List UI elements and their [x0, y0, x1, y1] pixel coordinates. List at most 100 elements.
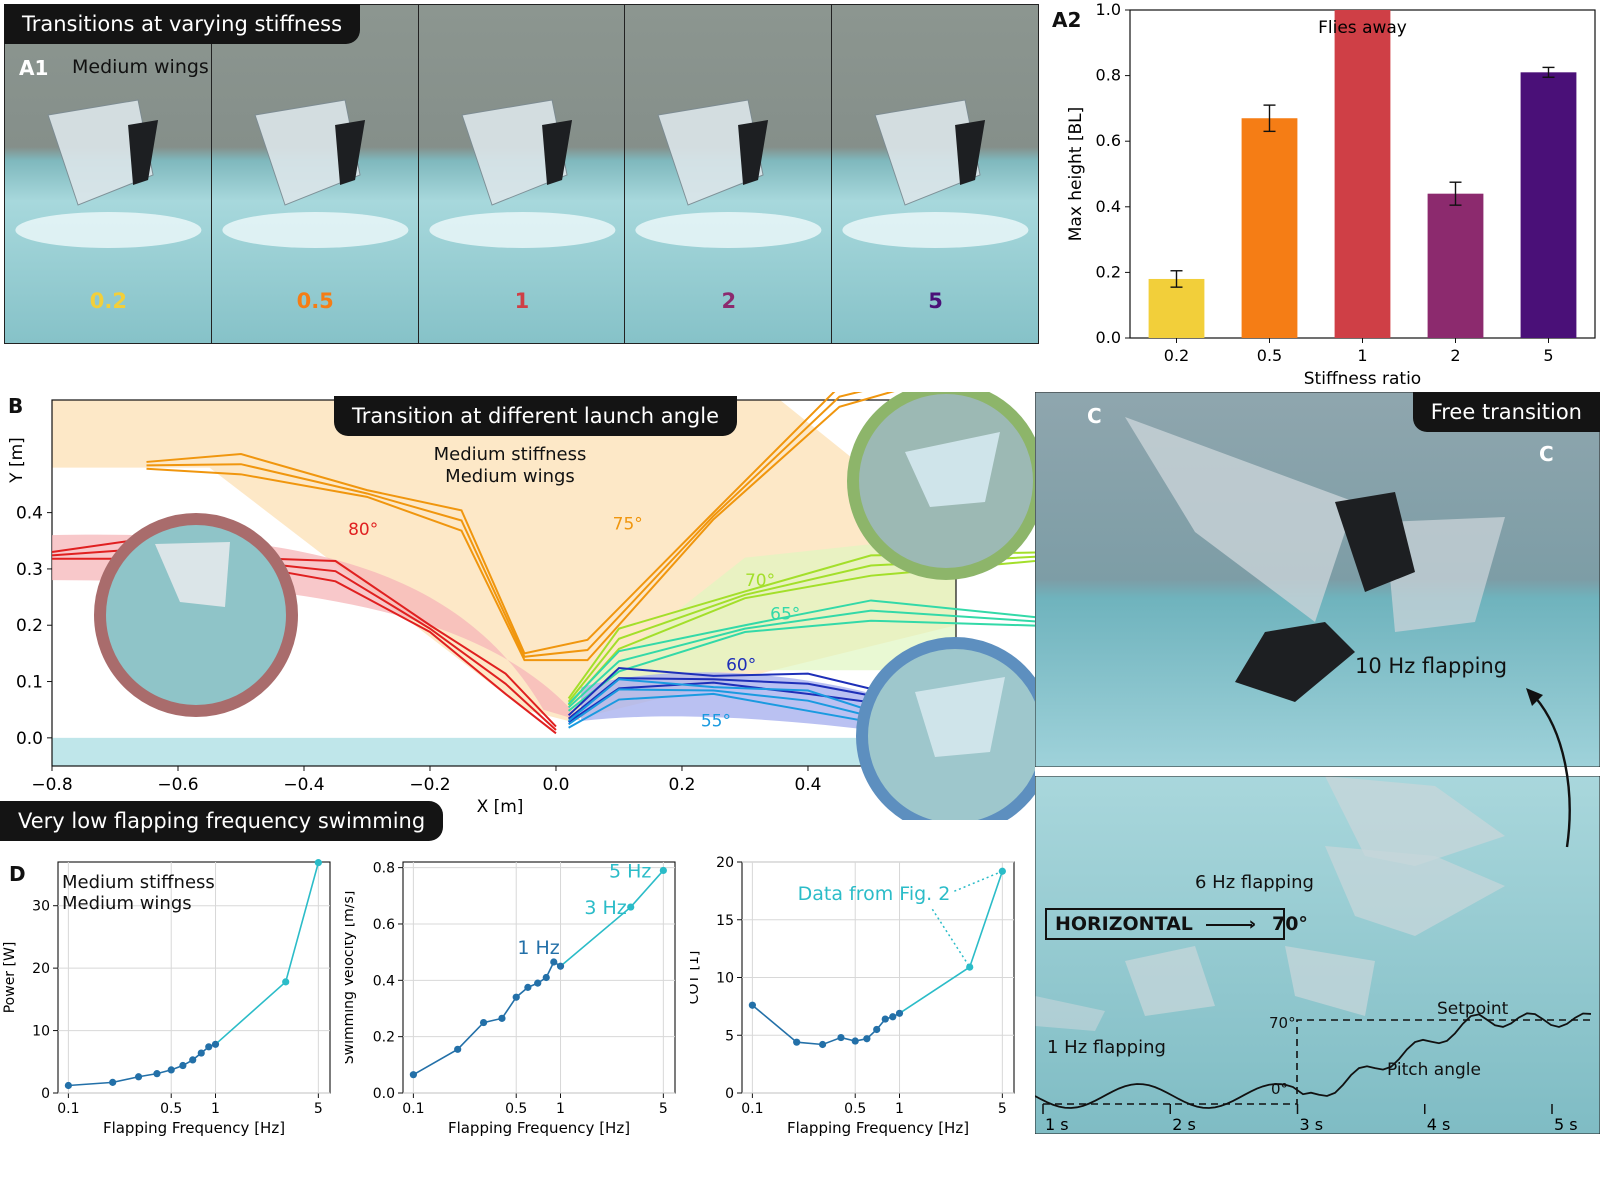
mode-to: 70° — [1271, 913, 1308, 935]
velocity-label-3hz: 3 Hz — [584, 897, 626, 919]
data-point — [889, 1013, 897, 1021]
x-tick-label: 1 — [1357, 346, 1367, 365]
series-label: 60° — [726, 655, 756, 675]
pitch-angle-line — [1035, 1012, 1592, 1109]
robot-body — [738, 120, 769, 185]
data-point — [793, 1038, 801, 1046]
panel-d-letter: D — [9, 862, 26, 886]
pitch-trace: 1 s 2 s 3 s 4 s 5 s — [1035, 688, 1595, 1134]
label-6hz-flapping: 6 Hz flapping — [1195, 872, 1314, 893]
panel-a2: A2 0.0 0.2 0.4 0.6 0.8 1.0 0.2 0.5 1 2 5 Stiffness … — [1045, 0, 1600, 392]
inset-wing — [905, 432, 1000, 507]
pitch-angle-label: Pitch angle — [1387, 1060, 1481, 1080]
trajectory-line — [568, 688, 903, 726]
panel-d-banner: Very low flapping frequency swimming — [0, 801, 444, 841]
deg70-label: 70° — [1269, 1014, 1296, 1032]
x-tick-label: −0.4 — [283, 775, 324, 795]
inset-wing — [915, 677, 1005, 757]
wing — [47, 99, 154, 206]
transition-arrow — [1534, 696, 1571, 848]
mode-from: HORIZONTAL — [1055, 913, 1193, 935]
data-point — [64, 1081, 72, 1090]
x-tick-label: 1 — [211, 1101, 220, 1117]
data-point — [534, 979, 542, 987]
series-label: 80° — [348, 520, 378, 540]
y-axis-label: COT [1] — [690, 951, 702, 1005]
panel-c-letter: C — [1087, 404, 1102, 428]
setpoint-line — [1043, 1019, 1595, 1105]
x-tick-label: −0.8 — [31, 775, 72, 795]
y-tick-label: 0.4 — [1096, 197, 1121, 216]
trajectory-line — [146, 392, 863, 658]
panel-a1-wings-label: Medium wings — [72, 56, 209, 78]
label-10hz-flapping: 10 Hz flapping — [1355, 654, 1508, 678]
x-tick-label: 5 — [659, 1101, 668, 1117]
data-point — [556, 962, 565, 970]
y-tick-label: 10 — [716, 971, 734, 987]
bar-annotation: Flies away — [1318, 18, 1407, 38]
y-tick-label: 0 — [41, 1086, 50, 1102]
x-axis-label: Flapping Frequency [Hz] — [787, 1119, 969, 1137]
setpoint-label: Setpoint — [1437, 999, 1509, 1019]
panel-d: Very low flapping frequency swimming D 0… — [0, 800, 1035, 1173]
cot-annotation: Data from Fig. 2 — [798, 883, 951, 905]
y-tick-label: 0.4 — [373, 973, 395, 989]
panel-c-banner: Free transition — [1412, 392, 1600, 432]
data-point — [542, 973, 550, 982]
x-tick-label: 0.4 — [794, 775, 821, 795]
data-point — [282, 978, 290, 986]
y-tick-label: 0.1 — [16, 673, 43, 693]
y-tick-label: 0.8 — [1096, 66, 1121, 85]
time-tick-label: 5 s — [1554, 1115, 1578, 1134]
y-tick-label: 0 — [725, 1086, 734, 1102]
x-tick-label: 5 — [1543, 346, 1553, 365]
plot-frame — [57, 861, 331, 1094]
y-tick-label: 15 — [716, 913, 734, 929]
panel-a2-letter: A2 — [1052, 8, 1082, 32]
panel-d-note-line2: Medium wings — [62, 893, 192, 914]
panel-d-note: Medium stiffness Medium wings — [62, 872, 215, 914]
velocity-label-1hz: 1 Hz — [517, 937, 559, 959]
wing — [254, 99, 361, 206]
y-tick-label: 20 — [32, 961, 50, 977]
x-axis-label: Flapping Frequency [Hz] — [448, 1119, 630, 1137]
time-tick-label: 3 s — [1300, 1115, 1324, 1134]
robot-body — [955, 120, 986, 185]
bar — [1334, 10, 1391, 338]
x-tick-label: 0.5 — [160, 1101, 182, 1117]
trajectory-line — [568, 681, 935, 723]
x-tick-label: 0.2 — [1164, 346, 1189, 365]
y-tick-label: 0.0 — [373, 1086, 395, 1102]
bar — [1148, 278, 1205, 338]
wing — [460, 99, 568, 206]
data-point — [851, 1037, 859, 1045]
y-tick-label: 0.0 — [16, 729, 43, 749]
data-point — [454, 1045, 462, 1053]
stiffness-frame: 2 — [624, 4, 833, 344]
splash — [15, 212, 202, 248]
data-point — [966, 963, 974, 971]
data-point — [998, 867, 1006, 875]
data-point — [167, 1066, 175, 1074]
panel-c: 1 s 2 s 3 s 4 s 5 s Free transition C C 10 H… — [1035, 392, 1600, 1134]
panel-c-letter-secondary: C — [1539, 442, 1554, 466]
data-point — [895, 1009, 904, 1017]
x-axis-label: Stiffness ratio — [1304, 369, 1421, 389]
series-label: 65° — [770, 605, 800, 625]
data-point — [837, 1033, 845, 1042]
data-point — [211, 1040, 220, 1048]
time-tick-label: 4 s — [1427, 1115, 1451, 1134]
bar — [1427, 193, 1484, 338]
y-tick-label: 0.2 — [16, 616, 43, 636]
y-tick-label: 0.6 — [1096, 131, 1121, 150]
data-line — [412, 960, 561, 1076]
panel-d-note-line1: Medium stiffness — [62, 872, 215, 893]
trajectory-line — [146, 392, 836, 655]
y-axis-label: Power [W] — [2, 942, 18, 1014]
panel-b-note-line1: Medium stiffness — [433, 444, 587, 465]
trajectory-line — [567, 677, 935, 720]
data-point — [512, 993, 520, 1001]
x-tick-label: 0.2 — [668, 775, 695, 795]
data-line — [751, 1004, 900, 1046]
